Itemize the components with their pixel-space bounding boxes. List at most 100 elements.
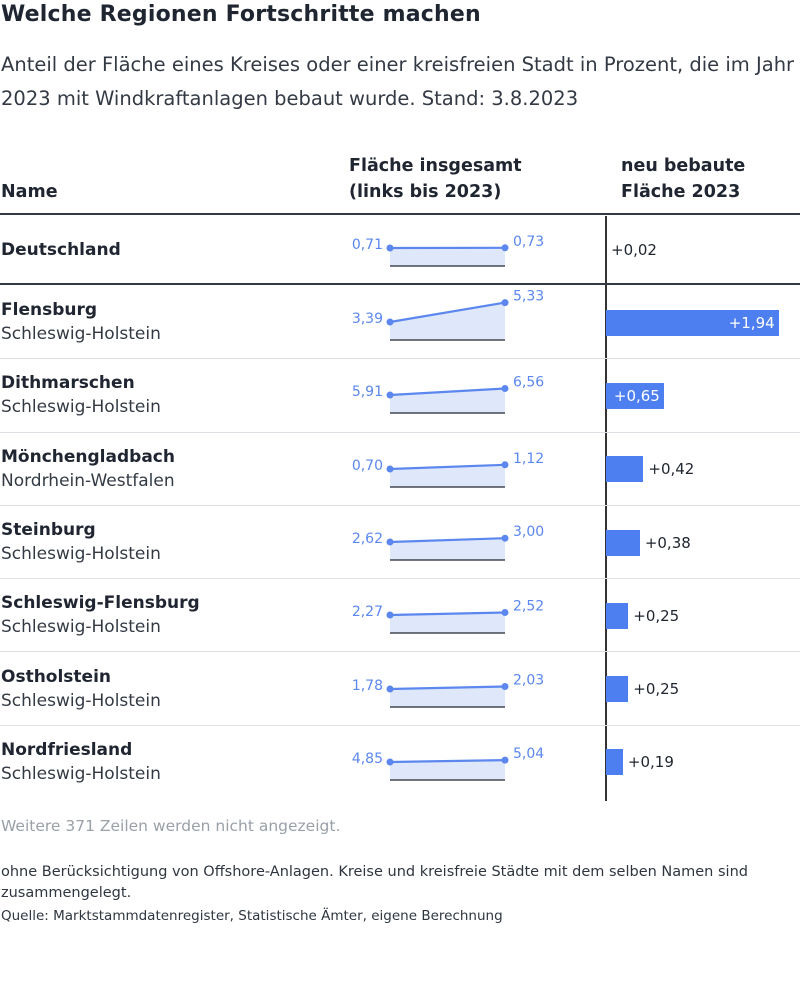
header-divider: [0, 213, 800, 215]
header-name: Name: [1, 182, 58, 202]
row-sparkline: 0,70 1,12: [352, 450, 544, 488]
header-total-line2: (links bis 2023): [349, 182, 502, 202]
row-sparkline: 1,78 2,03: [352, 672, 544, 708]
table-row: Flensburg Schleswig-Holstein 3,39 5,33 +1,94: [0, 286, 800, 360]
sparkline-start-point: [386, 244, 394, 252]
row-divider: [0, 651, 800, 653]
sparkline-area: [390, 686, 505, 707]
sparkline-end-label: 0,73: [513, 234, 544, 250]
sparkline-area: [390, 247, 505, 266]
delta-bar: [606, 456, 644, 483]
delta-label: +0,19: [627, 753, 674, 772]
sparkline-end-point: [501, 534, 509, 542]
row-name: Deutschland: [1, 240, 121, 260]
delta-label: +1,94: [728, 313, 775, 332]
delta-bar: [606, 602, 629, 629]
row-region: Schleswig-Holstein: [1, 324, 161, 344]
row-name: Nordfriesland: [1, 739, 133, 760]
row-region: Schleswig-Holstein: [1, 617, 161, 638]
row-name: Mönchengladbach: [1, 446, 175, 467]
chart-subtitle: Anteil der Fläche eines Kreises oder ein…: [1, 53, 795, 110]
sparkline-end-label: 5,04: [513, 746, 544, 762]
sparkline-end-label: 2,03: [513, 672, 544, 688]
sparkline-start-label: 2,62: [352, 531, 383, 547]
sparkline-area: [390, 388, 505, 414]
delta-bar: [606, 382, 664, 409]
header-total-line1: Fläche insgesamt: [349, 156, 522, 176]
sparkline-start-label: 5,91: [352, 384, 383, 400]
row-name: Steinburg: [1, 519, 96, 540]
sparkline-end-point: [501, 609, 509, 617]
table-row: Nordfriesland Schleswig-Holstein 4,85 5,04 +…: [0, 726, 800, 799]
delta-label: +0,65: [613, 386, 660, 405]
footnote: ohne Berücksichtigung von Offshore-Anlag…: [1, 864, 748, 901]
row-region: Nordrhein-Westfalen: [1, 470, 175, 491]
table-row: Mönchengladbach Nordrhein-Westfalen 0,70 1,…: [0, 433, 800, 506]
sparkline-end-point: [501, 682, 509, 690]
delta-label: +0,42: [648, 460, 695, 479]
chart-title: Welche Regionen Fortschritte machen: [1, 2, 481, 27]
row-divider: [0, 724, 800, 726]
sparkline-end-label: 6,56: [513, 375, 544, 391]
row-divider: [0, 431, 800, 433]
table-row: Dithmarschen Schleswig-Holstein 5,91 6,56 +0…: [0, 359, 800, 433]
sparkline-area: [390, 538, 505, 560]
sparkline-start-label: 0,70: [352, 458, 383, 474]
row-divider: [0, 358, 800, 360]
row-name: Flensburg: [1, 300, 98, 320]
sparkline-start-point: [386, 611, 394, 619]
sparkline-area: [390, 759, 505, 780]
row-divider: [0, 283, 800, 285]
table-row: Schleswig-Flensburg Schleswig-Holstein 2,2…: [0, 579, 800, 653]
delta-label: +0,25: [633, 606, 680, 625]
sparkline-end-point: [501, 385, 509, 393]
row-sparkline: 0,71 0,73: [352, 234, 544, 267]
row-sparkline: 4,85 5,04: [352, 746, 544, 781]
row-sparkline: 2,62 3,00: [352, 524, 544, 561]
sparkline-line: [389, 536, 506, 543]
row-sparkline: 5,91 6,56: [352, 375, 544, 414]
sparkline-end-label: 1,12: [513, 450, 544, 466]
sparkline-start-label: 2,27: [352, 604, 383, 620]
sparkline-area: [390, 302, 505, 340]
row-region: Schleswig-Holstein: [1, 397, 161, 418]
delta-bar: [606, 309, 779, 336]
row-name: Dithmarschen: [1, 373, 135, 394]
row-sparkline: 2,27 2,52: [352, 599, 544, 634]
sparkline-line: [389, 758, 506, 763]
header-new: neu bebaute Fläche 2023: [621, 153, 745, 205]
sparkline-start-label: 4,85: [352, 751, 383, 767]
sparkline-line: [389, 684, 506, 690]
delta-axis-line: [605, 216, 607, 802]
header-new-line2: Fläche 2023: [621, 182, 741, 202]
delta-bar: [606, 529, 640, 556]
sparkline-end-label: 2,52: [513, 599, 544, 615]
sparkline-end-point: [501, 756, 509, 764]
row-region: Schleswig-Holstein: [1, 543, 161, 564]
table-row: Ostholstein Schleswig-Holstein 1,78 2,03 +0,…: [0, 653, 800, 726]
row-name: Schleswig-Flensburg: [1, 593, 200, 614]
delta-label: +0,38: [644, 533, 691, 552]
row-region: Schleswig-Holstein: [1, 690, 161, 711]
sparkline-start-point: [386, 391, 394, 399]
sparkline-end-label: 5,33: [513, 289, 544, 305]
row-name: Ostholstein: [1, 666, 112, 687]
table-row: Deutschland 0,71 0,73 +0,02: [0, 216, 800, 285]
row-sparkline: 3,39 5,33: [352, 289, 544, 341]
sparkline-start-point: [386, 318, 394, 326]
sparkline-line: [389, 611, 506, 617]
header-total: Fläche insgesamt (links bis 2023): [349, 153, 522, 205]
sparkline-start-point: [386, 758, 394, 766]
sparkline-end-label: 3,00: [513, 524, 544, 540]
header-new-line1: neu bebaute: [621, 156, 746, 176]
sparkline-end-point: [501, 299, 509, 307]
delta-bar: [606, 749, 623, 776]
sparkline-line: [389, 463, 506, 470]
row-divider: [0, 578, 800, 580]
sparkline-end-point: [501, 244, 509, 252]
sparkline-start-label: 1,78: [352, 678, 383, 694]
sparkline-start-point: [386, 685, 394, 692]
row-region: Schleswig-Holstein: [1, 763, 161, 784]
sparkline-start-label: 3,39: [352, 311, 383, 327]
sparkline-line: [389, 301, 506, 324]
